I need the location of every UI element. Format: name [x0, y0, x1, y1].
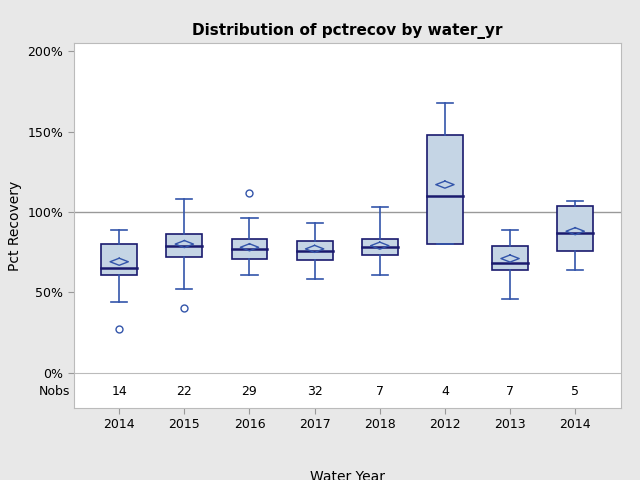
Bar: [101, 244, 137, 275]
Text: 7: 7: [376, 385, 384, 398]
Bar: [362, 239, 397, 255]
Y-axis label: Pct Recovery: Pct Recovery: [8, 180, 22, 271]
Title: Distribution of pctrecov by water_yr: Distribution of pctrecov by water_yr: [192, 23, 502, 39]
Bar: [166, 234, 202, 257]
Text: 14: 14: [111, 385, 127, 398]
X-axis label: Water Year: Water Year: [310, 470, 385, 480]
Bar: [297, 241, 333, 260]
Text: 22: 22: [177, 385, 192, 398]
Bar: [492, 246, 528, 270]
Text: 29: 29: [242, 385, 257, 398]
Bar: [557, 205, 593, 251]
Text: 4: 4: [441, 385, 449, 398]
Text: Nobs: Nobs: [39, 385, 70, 398]
Text: 7: 7: [506, 385, 514, 398]
Text: 5: 5: [572, 385, 579, 398]
Bar: [232, 239, 268, 259]
Text: 32: 32: [307, 385, 323, 398]
Bar: [427, 135, 463, 244]
